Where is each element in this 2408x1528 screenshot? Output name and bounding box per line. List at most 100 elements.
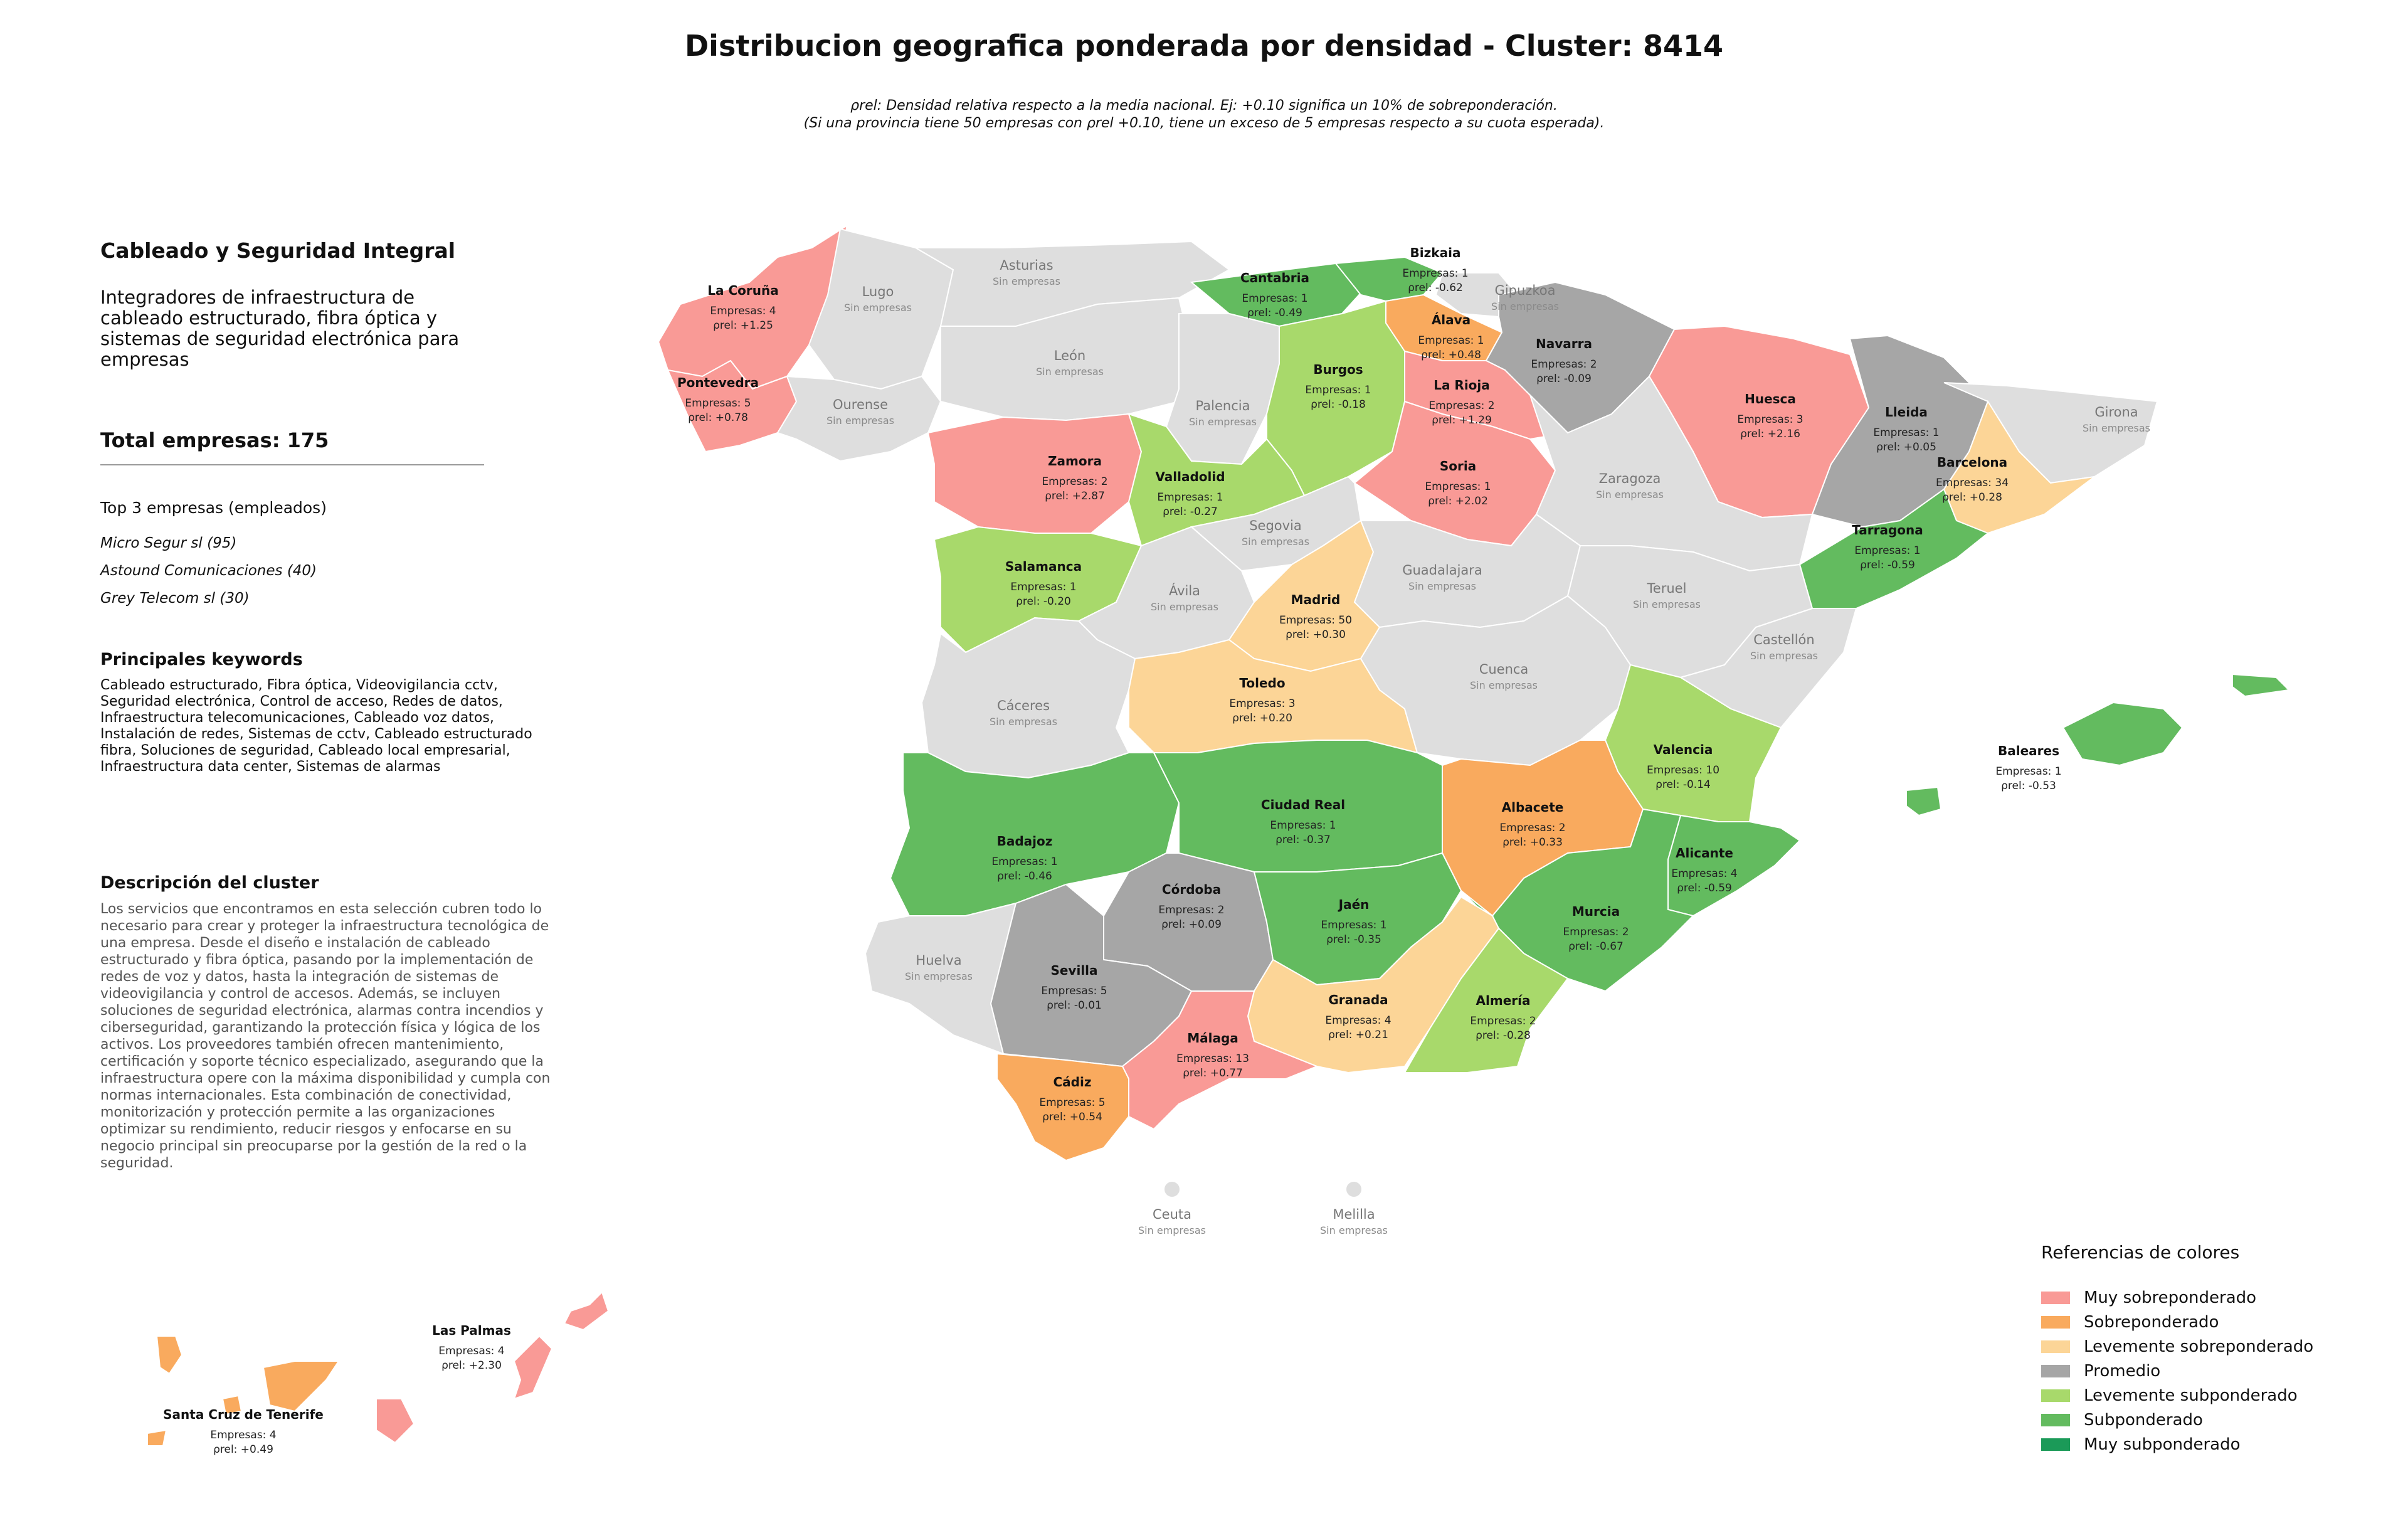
density-note-line-1: ρrel: Densidad relativa respecto a la me… <box>850 98 1558 114</box>
cluster-heading: Cableado y Seguridad Integral <box>100 238 456 263</box>
province-no-companies: Sin empresas <box>2083 422 2150 434</box>
province-companies: Empresas: 1 <box>1270 819 1336 832</box>
province-companies: Empresas: 2 <box>1531 358 1597 371</box>
province-no-companies: Sin empresas <box>1633 598 1701 610</box>
province-no-companies: Sin empresas <box>1151 601 1218 613</box>
province-no-companies: Sin empresas <box>1596 489 1664 501</box>
province-companies: Empresas: 2 <box>1499 822 1565 834</box>
province-burgos <box>1266 300 1405 497</box>
province-ourense <box>776 375 942 462</box>
province-baleares <box>2062 701 2184 767</box>
province-caceres <box>921 617 1136 779</box>
province-rho: ρrel: +0.05 <box>1876 441 1936 454</box>
legend-item: Muy subponderado <box>2041 1432 2313 1456</box>
province-name: Cantabria <box>1240 270 1309 285</box>
province-malaga <box>1121 990 1319 1130</box>
province-name: Lleida <box>1885 405 1928 420</box>
province-companies: Empresas: 3 <box>1229 698 1295 710</box>
province-companies: Empresas: 1 <box>1402 267 1468 280</box>
province-name: La Rioja <box>1434 378 1490 393</box>
province-name: Soria <box>1440 459 1476 474</box>
province-name: Málaga <box>1187 1031 1238 1046</box>
cluster-description-title: Descripción del cluster <box>100 873 319 893</box>
province-companies: Empresas: 1 <box>991 856 1057 868</box>
province-rho: ρrel: -0.59 <box>1860 559 1915 571</box>
province-no-companies: Sin empresas <box>1320 1224 1388 1236</box>
province-rho: ρrel: -0.49 <box>1247 307 1302 319</box>
legend-swatch <box>2041 1413 2070 1426</box>
legend-item: Muy sobreponderado <box>2041 1285 2313 1310</box>
province-rho: ρrel: -0.62 <box>1408 282 1463 294</box>
province-ceuta <box>1164 1182 1180 1197</box>
province-rho: ρrel: -0.20 <box>1016 595 1071 608</box>
province-name: Cáceres <box>997 698 1050 713</box>
province-name: Asturias <box>1000 258 1053 273</box>
province-name: Pontevedra <box>677 375 759 390</box>
legend-item: Subponderado <box>2041 1408 2313 1432</box>
province-name: Baleares <box>1998 743 2059 758</box>
province-rho: ρrel: +2.30 <box>441 1359 502 1372</box>
density-note-line-2: (Si una provincia tiene 50 empresas con … <box>803 115 1605 131</box>
province-no-companies: Sin empresas <box>1470 679 1538 691</box>
province-melilla <box>1346 1182 1361 1197</box>
province-name: Barcelona <box>1937 455 2007 470</box>
province-no-companies: Sin empresas <box>1491 300 1559 312</box>
province-rho: ρrel: -0.59 <box>1677 882 1732 894</box>
province-companies: Empresas: 1 <box>1418 334 1484 347</box>
province-companies: Empresas: 1 <box>1321 919 1386 931</box>
province-name: Valencia <box>1654 742 1713 757</box>
province-rho: ρrel: -0.28 <box>1476 1029 1531 1042</box>
province-companies: Empresas: 2 <box>1158 904 1224 916</box>
legend-swatch <box>2041 1291 2070 1304</box>
province-companies: Empresas: 2 <box>1563 926 1629 938</box>
province-rho: ρrel: +0.54 <box>1042 1111 1102 1123</box>
province-name: Valladolid <box>1155 469 1225 484</box>
province-las-palmas <box>513 1335 553 1400</box>
province-no-companies: Sin empresas <box>990 716 1057 728</box>
province-name: La Coruña <box>707 283 778 298</box>
province-labels: La Coruña Empresas: 4 ρrel: +1.25 Lugo Sin e… <box>163 245 2150 1456</box>
province-rho: ρrel: -0.18 <box>1311 398 1366 411</box>
province-cuenca <box>1360 595 1632 767</box>
legend-swatch <box>2041 1389 2070 1402</box>
province-name: Melilla <box>1333 1207 1375 1222</box>
province-no-companies: Sin empresas <box>1408 580 1476 592</box>
province-name: Cádiz <box>1054 1074 1092 1090</box>
province-companies: Empresas: 2 <box>1470 1015 1536 1027</box>
province-name: Las Palmas <box>432 1323 511 1338</box>
province-name: Zaragoza <box>1599 471 1661 486</box>
province-name: Santa Cruz de Tenerife <box>163 1407 324 1422</box>
province-name: Navarra <box>1536 336 1592 351</box>
province-name: Zamora <box>1048 454 1102 469</box>
province-rho: ρrel: +2.87 <box>1045 490 1105 502</box>
province-name: Madrid <box>1291 592 1341 607</box>
legend-label: Levemente subponderado <box>2084 1386 2298 1405</box>
province-name: Ourense <box>833 397 888 412</box>
province-rho: ρrel: +2.16 <box>1740 428 1800 440</box>
province-rho: ρrel: -0.53 <box>2001 780 2056 792</box>
province-name: Álava <box>1432 312 1471 327</box>
province-companies: Empresas: 10 <box>1647 764 1719 777</box>
province-name: Badajoz <box>997 834 1053 849</box>
legend-label: Levemente sobreponderado <box>2084 1337 2314 1356</box>
province-rho: ρrel: +0.21 <box>1328 1029 1388 1041</box>
province-name: Cuenca <box>1479 662 1529 677</box>
province-no-companies: Sin empresas <box>905 970 973 982</box>
legend-label: Subponderado <box>2084 1410 2203 1430</box>
province-companies: Empresas: 1 <box>1157 491 1223 504</box>
province-name: Segovia <box>1249 518 1302 533</box>
cluster-description: Integradores de infraestructura de cable… <box>100 287 460 370</box>
province-no-companies: Sin empresas <box>826 415 894 427</box>
legend-item: Levemente subponderado <box>2041 1383 2313 1408</box>
province-companies: Empresas: 4 <box>438 1345 504 1357</box>
province-santa-cruz-de-tenerife <box>262 1361 340 1413</box>
province-cadiz <box>996 1053 1129 1162</box>
province-name: Salamanca <box>1005 559 1082 574</box>
province-rho: ρrel: +2.02 <box>1428 495 1488 507</box>
province-companies: Empresas: 5 <box>1041 985 1107 997</box>
legend-swatch <box>2041 1340 2070 1353</box>
province-name: Huelva <box>916 953 961 968</box>
province-rho: ρrel: +0.28 <box>1942 491 2002 504</box>
province-no-companies: Sin empresas <box>1036 366 1104 378</box>
